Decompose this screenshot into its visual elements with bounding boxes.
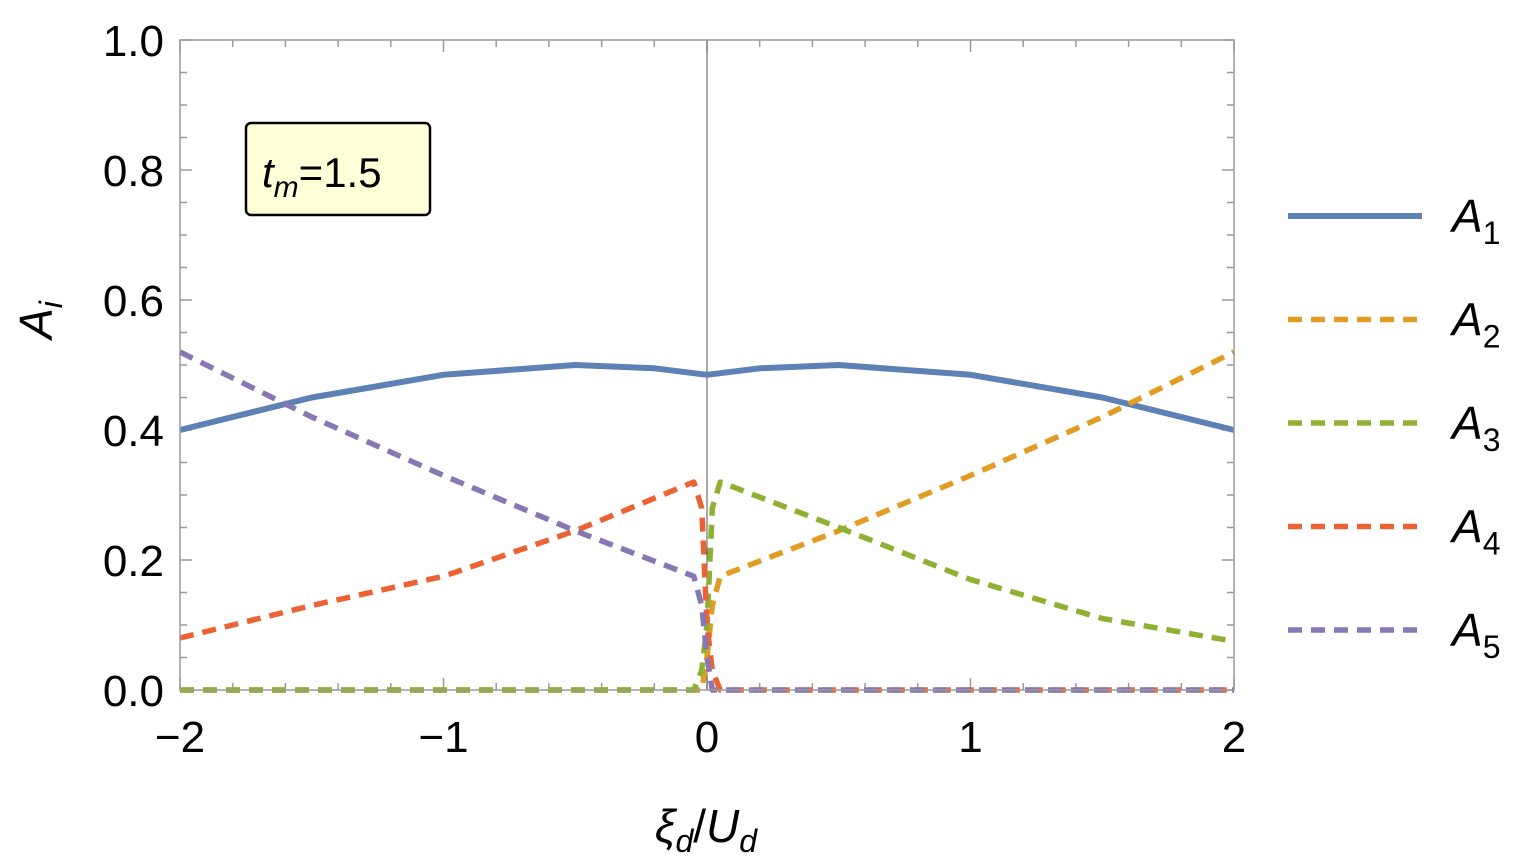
x-axis-label: ξd/Ud (655, 800, 758, 858)
legend-label: A1 (1449, 190, 1500, 251)
annotation-background (244, 121, 432, 217)
annotation-box: tm=1.5 (244, 121, 432, 217)
y-tick-label: 0.4 (103, 407, 164, 456)
y-tick-label: 0.8 (103, 147, 164, 196)
x-tick-label: 0 (695, 713, 719, 762)
series-line-a4 (179, 479, 1234, 693)
legend-label: A3 (1449, 397, 1500, 458)
legend: A1 A2 A3 A4 A5 (1288, 190, 1500, 665)
x-tick-label: −2 (155, 713, 205, 762)
legend-item-a4: A4 (1288, 501, 1500, 562)
series-line-a1 (179, 362, 1235, 433)
legend-item-a3: A3 (1288, 397, 1500, 458)
y-tick-label: 0.6 (103, 277, 164, 326)
legend-item-a1: A1 (1288, 190, 1500, 251)
legend-label: A4 (1449, 501, 1500, 562)
y-tick-label: 0.2 (103, 537, 164, 586)
annotation-text: tm=1.5 (262, 149, 382, 204)
x-tick-label: 1 (958, 713, 982, 762)
y-tick-label: 0.0 (103, 667, 164, 716)
legend-item-a2: A2 (1288, 294, 1500, 355)
legend-label: A5 (1449, 604, 1500, 665)
plot-frame (179, 39, 1235, 691)
series-line-a3 (180, 479, 1235, 693)
y-tick-label: 1.0 (103, 17, 164, 66)
legend-label: A2 (1449, 294, 1500, 355)
tick-labels: −2 −1 0 1 2 0.0 0.2 0.4 0.6 0.8 1.0 (103, 17, 1246, 762)
y-axis-label: Ai (10, 300, 69, 342)
legend-item-a5: A5 (1288, 604, 1500, 665)
x-tick-label: 2 (1222, 713, 1246, 762)
x-tick-label: −1 (418, 713, 468, 762)
